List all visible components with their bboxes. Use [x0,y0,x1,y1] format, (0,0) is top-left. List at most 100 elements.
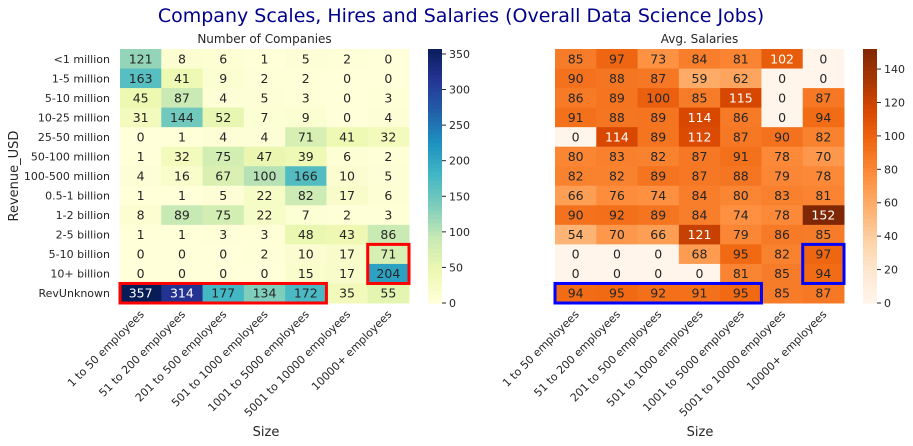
heatmap-cell [285,185,327,206]
heatmap-cell [555,68,597,89]
heatmap-cell [202,146,245,167]
colorbar-segment [428,78,442,84]
cell-value-label: 1 [137,149,145,164]
colorbar-segment [428,49,442,54]
heatmap-cell [637,283,680,304]
colorbar-segment [428,197,442,202]
colorbar-segment [863,235,877,241]
cell-value-label: 100 [253,169,277,184]
x-tick-label: 10000+ employees [744,308,830,394]
cell-value-label: 112 [688,129,712,144]
heatmap-cell [678,224,721,245]
y-tick-label: 100-500 million [24,170,110,183]
cell-value-label: 7 [302,208,310,223]
heatmap-cell [120,68,162,89]
cell-value-label: 81 [815,188,831,203]
cell-value-label: 89 [650,208,666,223]
heatmap-cell [243,166,286,187]
heatmap-cell [761,224,804,245]
cell-value-label: 1 [137,227,145,242]
cell-value-label: 81 [733,51,749,66]
heatmap-cell [243,185,286,206]
heatmap-cell [678,88,721,109]
colorbar-segment [428,146,442,152]
colorbar-segment [863,154,877,160]
cell-value-label: 3 [219,227,227,242]
colorbar-segment [863,49,877,54]
cell-value-label: 0 [384,71,392,86]
colorbar-segment [863,142,877,147]
heatmap-cell [802,263,845,284]
cell-value-label: 0 [219,266,227,281]
heatmap-cell [202,283,245,304]
cell-value-label: 0 [343,71,351,86]
heatmap-cell [802,107,845,128]
heatmap-cell [596,107,639,128]
cell-value-label: 89 [650,110,666,125]
heatmap-cell [596,244,639,265]
cell-value-label: 84 [692,51,708,66]
heatmap-cell [326,205,369,226]
heatmap-cell [285,205,327,226]
colorbar-segment [863,53,877,59]
heatmap-cell [202,49,245,70]
heatmap-cell [120,166,162,187]
heatmap-cell [802,166,845,187]
cell-value-label: 71 [380,247,396,262]
heatmap-cell [678,185,721,206]
heatmap-cell [367,185,410,206]
colorbar-segment [428,231,442,236]
cell-value-label: 121 [129,51,153,66]
heatmap-cell [555,166,597,187]
heatmap-cell [285,68,327,89]
heatmap-cell [761,49,804,70]
colorbar-segment [863,95,877,101]
cell-value-label: 5 [302,51,310,66]
colorbar-segment [428,112,442,118]
cell-value-label: 0 [219,247,227,262]
cell-value-label: 6 [384,188,392,203]
heatmap-cell [802,185,845,206]
cell-value-label: 3 [302,90,310,105]
heatmap-cell [555,283,597,304]
cell-value-label: 4 [219,90,227,105]
cell-value-label: 0 [778,71,786,86]
y-tick-label: 10-25 million [38,111,110,124]
cell-value-label: 166 [294,169,318,184]
cell-value-label: 89 [609,90,625,105]
cell-value-label: 121 [688,227,712,242]
heatmap-cell [761,68,804,89]
cell-value-label: 22 [257,188,273,203]
cell-value-label: 8 [178,51,186,66]
colorbar-segment [863,197,877,202]
heatmap-cell [720,263,762,284]
colorbar-segment [428,273,442,279]
colorbar-segment [863,99,877,105]
colorbar-segment [428,87,442,92]
y-tick-label: 5-10 million [45,92,110,105]
cell-value-label: 314 [170,286,194,301]
heatmap-cells: 85 97 73 84 81 102 0 90 88 87 59 62 0 0 86 89 100 85 115 0 8… [555,49,845,304]
heatmap-cell [120,283,162,304]
heatmap-cell [555,127,597,148]
figure-suptitle: Company Scales, Hires and Salaries (Over… [158,5,764,27]
cell-value-label: 70 [815,149,831,164]
colorbar-segment [863,91,877,97]
heatmap-cell [637,127,680,148]
heatmap-cell [202,263,245,284]
cell-value-label: 80 [733,188,749,203]
cell-value-label: 0 [778,90,786,105]
cell-value-label: 1 [178,227,186,242]
cell-value-label: 2 [261,247,269,262]
colorbar-segment [428,154,442,160]
heatmap-cell [161,68,204,89]
heatmap-cell [243,146,286,167]
cell-value-label: 6 [343,149,351,164]
heatmap-cell [120,244,162,265]
cell-value-label: 85 [774,286,790,301]
colorbar-segment [428,243,442,249]
colorbar-segment [428,218,442,224]
heatmap-cell [285,107,327,128]
heatmap-cell [596,263,639,284]
cell-value-label: 35 [339,286,355,301]
